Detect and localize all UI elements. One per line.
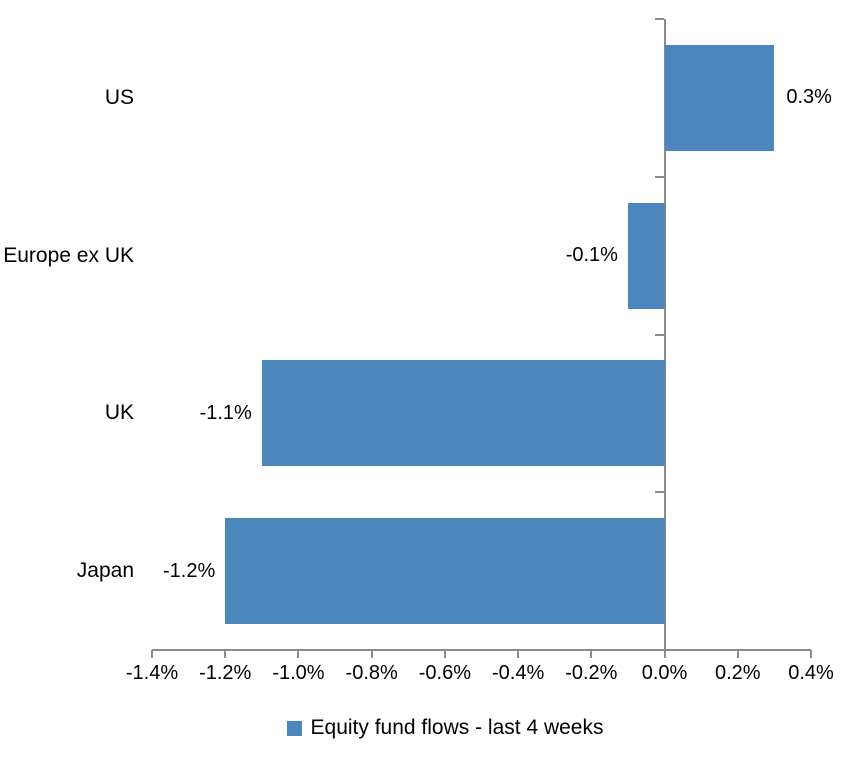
x-axis-tick-label: -0.4% [491,662,545,684]
x-axis-tick [297,650,300,658]
x-axis-tick-label: -0.6% [418,662,471,684]
legend-label: Equity fund flows - last 4 weeks [310,716,604,739]
y-axis-tick [654,175,664,178]
x-axis-tick-label: 0.0% [641,662,688,684]
category-label: UK [104,401,134,425]
x-axis-tick-label: -1.0% [272,662,325,684]
bar-uk [261,360,665,467]
y-axis-tick [654,18,664,20]
x-axis-tick-label: 0.4% [788,662,834,684]
x-axis-line [152,649,811,651]
bar-europe-ex-uk [627,202,665,309]
x-axis-tick [736,650,739,658]
data-label: -1.1% [199,401,252,424]
x-axis-tick [370,650,373,658]
x-axis-tick-label: 0.2% [714,662,761,684]
x-axis-tick [443,650,446,658]
x-axis-tick [224,650,227,658]
category-label: US [104,85,134,109]
category-label: Japan [76,559,134,583]
x-axis-tick [517,650,520,658]
data-label: -0.1% [565,244,618,267]
legend: Equity fund flows - last 4 weeks [0,712,852,744]
category-label: Europe ex UK [3,243,134,267]
y-axis-tick [654,491,664,494]
x-axis-tick-label: -1.2% [199,662,252,684]
x-axis-tick-label: -1.4% [125,662,179,684]
y-axis-line [663,19,666,650]
x-axis-tick [663,650,666,658]
data-label: 0.3% [786,86,832,109]
legend-swatch-icon [286,720,302,736]
x-axis-tick [810,650,812,658]
x-axis-tick-label: -0.2% [565,662,618,684]
bar-japan [225,518,665,625]
data-label: -1.2% [162,559,216,582]
y-axis-tick [654,333,664,336]
x-axis-tick [590,650,593,658]
bar-us [664,44,775,151]
x-axis-tick [151,650,153,658]
x-axis-tick-label: -0.8% [345,662,398,684]
